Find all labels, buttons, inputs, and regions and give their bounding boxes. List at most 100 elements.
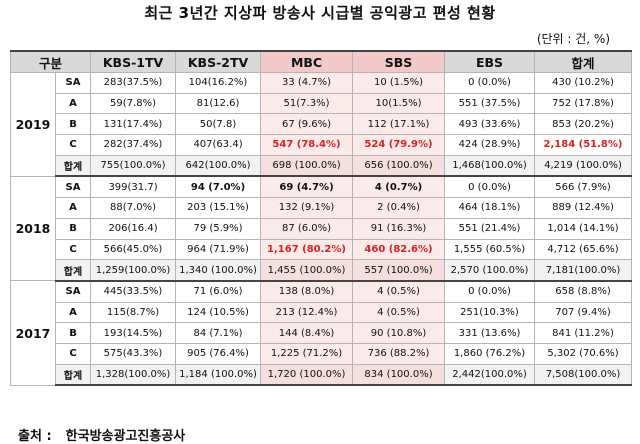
cell-kbs2: 79 (5.9%)	[175, 217, 262, 240]
cell-kbs1: 445(33.5%)	[90, 280, 177, 303]
year-label: 2018	[10, 175, 56, 282]
cell-sbs: 4 (0.5%)	[352, 301, 446, 324]
cell-kbs1: 131(17.4%)	[90, 113, 177, 136]
cell-kbs1: 59(7.8%)	[90, 92, 177, 115]
cell-ebs: 1,860 (76.2%)	[444, 342, 536, 365]
time-slot-label: SA	[54, 175, 92, 199]
table-row: B 131(17.4%) 50(7.8) 67 (9.6%) 112 (17.1%) 49…	[11, 113, 633, 136]
cell-kbs1: 206(16.4)	[90, 217, 177, 240]
cell-kbs1: 755(100.0%)	[90, 154, 177, 178]
ad-schedule-table: 구분 KBS-1TV KBS-2TV MBC SBS EBS 합계 2019 SA…	[9, 50, 633, 387]
cell-ebs: 251(10.3%)	[444, 301, 536, 324]
cell-total: 1,014 (14.1%)	[534, 217, 633, 240]
cell-total: 4,712 (65.6%)	[534, 238, 633, 261]
cell-ebs: 2,570 (100.0%)	[444, 259, 536, 282]
cell-mbc: 1,225 (71.2%)	[260, 342, 354, 365]
cell-ebs: 424 (28.9%)	[444, 134, 536, 156]
cell-ebs: 331 (13.6%)	[444, 322, 536, 344]
time-slot-label: C	[54, 342, 92, 365]
cell-sbs: 112 (17.1%)	[352, 113, 446, 136]
cell-mbc: 67 (9.6%)	[260, 113, 354, 136]
cell-ebs: 2,442(100.0%)	[444, 363, 536, 387]
cell-kbs2: 81(12.6)	[175, 92, 262, 115]
year-label: 2019	[10, 72, 56, 177]
cell-mbc: 547 (78.4%)	[260, 134, 354, 156]
table-row: 2017 SA 445(33.5%) 71 (6.0%) 138 (8.0%) 4 (0.…	[10, 280, 633, 386]
cell-kbs2: 71 (6.0%)	[175, 280, 262, 303]
document-title: 최근 3년간 지상파 방송사 시급별 공익광고 편성 현황	[144, 4, 496, 22]
table-header-row: 구분 KBS-1TV KBS-2TV MBC SBS EBS 합계	[9, 50, 633, 73]
cell-kbs1: 282(37.4%)	[90, 134, 177, 156]
cell-total: 430 (10.2%)	[534, 72, 633, 94]
cell-sbs: 4 (0.5%)	[352, 280, 446, 303]
cell-mbc: 132 (9.1%)	[260, 197, 354, 219]
cell-ebs: 1,468(100.0%)	[444, 154, 536, 178]
cell-kbs2: 124 (10.5%)	[175, 301, 262, 324]
cell-kbs2: 104(16.2%)	[175, 72, 262, 94]
cell-kbs2: 407(63.4)	[175, 134, 262, 156]
year-label: 2017	[10, 280, 56, 386]
cell-mbc: 51(7.3%)	[260, 92, 354, 115]
cell-total: 841 (11.2%)	[534, 322, 633, 344]
cell-total: 658 (8.8%)	[534, 280, 633, 303]
header-sbs: SBS	[352, 50, 446, 73]
cell-ebs: 464 (18.1%)	[444, 197, 536, 219]
header-mbc: MBC	[260, 50, 354, 73]
time-slot-label: A	[54, 92, 92, 115]
cell-mbc: 87 (6.0%)	[260, 217, 354, 240]
cell-total: 7,181(100.0%)	[534, 259, 633, 282]
cell-sbs: 656 (100.0%)	[352, 154, 446, 178]
cell-kbs2: 1,340 (100.0%)	[175, 259, 262, 282]
cell-kbs1: 1,259(100.0%)	[90, 259, 177, 282]
time-slot-label: SA	[54, 280, 92, 303]
table-row: C 575(43.3%) 905 (76.4%) 1,225 (71.2%) 736 (…	[11, 342, 633, 365]
cell-total: 5,302 (70.6%)	[534, 342, 633, 365]
cell-mbc: 698 (100.0%)	[260, 154, 354, 178]
time-slot-label: 합계	[54, 259, 92, 282]
time-slot-label: 합계	[54, 363, 92, 387]
cell-sbs: 557 (100.0%)	[352, 259, 446, 282]
table-row: A 88(7.0%) 203 (15.1%) 132 (9.1%) 2 (0.4%) 46…	[11, 197, 633, 219]
unit-note: (단위 : 건, %)	[536, 32, 610, 46]
time-slot-label: B	[54, 217, 92, 240]
cell-mbc: 144 (8.4%)	[260, 322, 354, 344]
cell-mbc: 213 (12.4%)	[260, 301, 354, 324]
cell-mbc: 1,455 (100.0%)	[260, 259, 354, 282]
time-slot-label: A	[54, 197, 92, 219]
cell-ebs: 0 (0.0%)	[444, 72, 536, 94]
cell-sbs: 4 (0.7%)	[352, 175, 446, 199]
cell-kbs2: 94 (7.0%)	[175, 175, 262, 199]
cell-ebs: 551 (37.5%)	[444, 92, 536, 115]
table-row: C 566(45.0%) 964 (71.9%) 1,167 (80.2%) 460 (…	[11, 238, 633, 261]
year-group-2019: 2019 SA 283(37.5%) 104(16.2%) 33 (4.7%) 10 (1…	[10, 72, 633, 178]
cell-mbc: 138 (8.0%)	[260, 280, 354, 303]
cell-kbs2: 905 (76.4%)	[175, 342, 262, 365]
cell-kbs1: 88(7.0%)	[90, 197, 177, 219]
cell-total: 2,184 (51.8%)	[534, 134, 633, 156]
header-kbs2: KBS-2TV	[175, 50, 262, 73]
cell-ebs: 551 (21.4%)	[444, 217, 536, 240]
header-kbs1: KBS-1TV	[90, 50, 177, 73]
cell-mbc: 1,167 (80.2%)	[260, 238, 354, 261]
cell-kbs2: 84 (7.1%)	[175, 322, 262, 344]
cell-sbs: 10 (1.5%)	[352, 72, 446, 94]
cell-sbs: 736 (88.2%)	[352, 342, 446, 365]
table-row: A 115(8.7%) 124 (10.5%) 213 (12.4%) 4 (0.5%)…	[11, 301, 633, 324]
cell-mbc: 1,720 (100.0%)	[260, 363, 354, 387]
table-row: C 282(37.4%) 407(63.4) 547 (78.4%) 524 (79.9…	[11, 134, 633, 156]
cell-sbs: 10(1.5%)	[352, 92, 446, 115]
header-category: 구분	[9, 50, 92, 73]
cell-kbs1: 193(14.5%)	[90, 322, 177, 344]
cell-total: 853 (20.2%)	[534, 113, 633, 136]
year-group-2018: 2018 SA 399(31.7) 94 (7.0%) 69 (4.7%) 4 (0.7%…	[10, 175, 633, 282]
year-group-2017: 2017 SA 445(33.5%) 71 (6.0%) 138 (8.0%) 4 (0.…	[10, 280, 633, 387]
cell-kbs2: 1,184 (100.0%)	[175, 363, 262, 387]
cell-kbs1: 566(45.0%)	[90, 238, 177, 261]
time-slot-label: C	[54, 134, 92, 156]
cell-kbs1: 283(37.5%)	[90, 72, 177, 94]
cell-kbs2: 642(100.0%)	[175, 154, 262, 178]
cell-sbs: 834 (100.0%)	[352, 363, 446, 387]
cell-mbc: 33 (4.7%)	[260, 72, 354, 94]
cell-sbs: 460 (82.6%)	[352, 238, 446, 261]
table-row: A 59(7.8%) 81(12.6) 51(7.3%) 10(1.5%) 551 (37…	[11, 92, 633, 115]
